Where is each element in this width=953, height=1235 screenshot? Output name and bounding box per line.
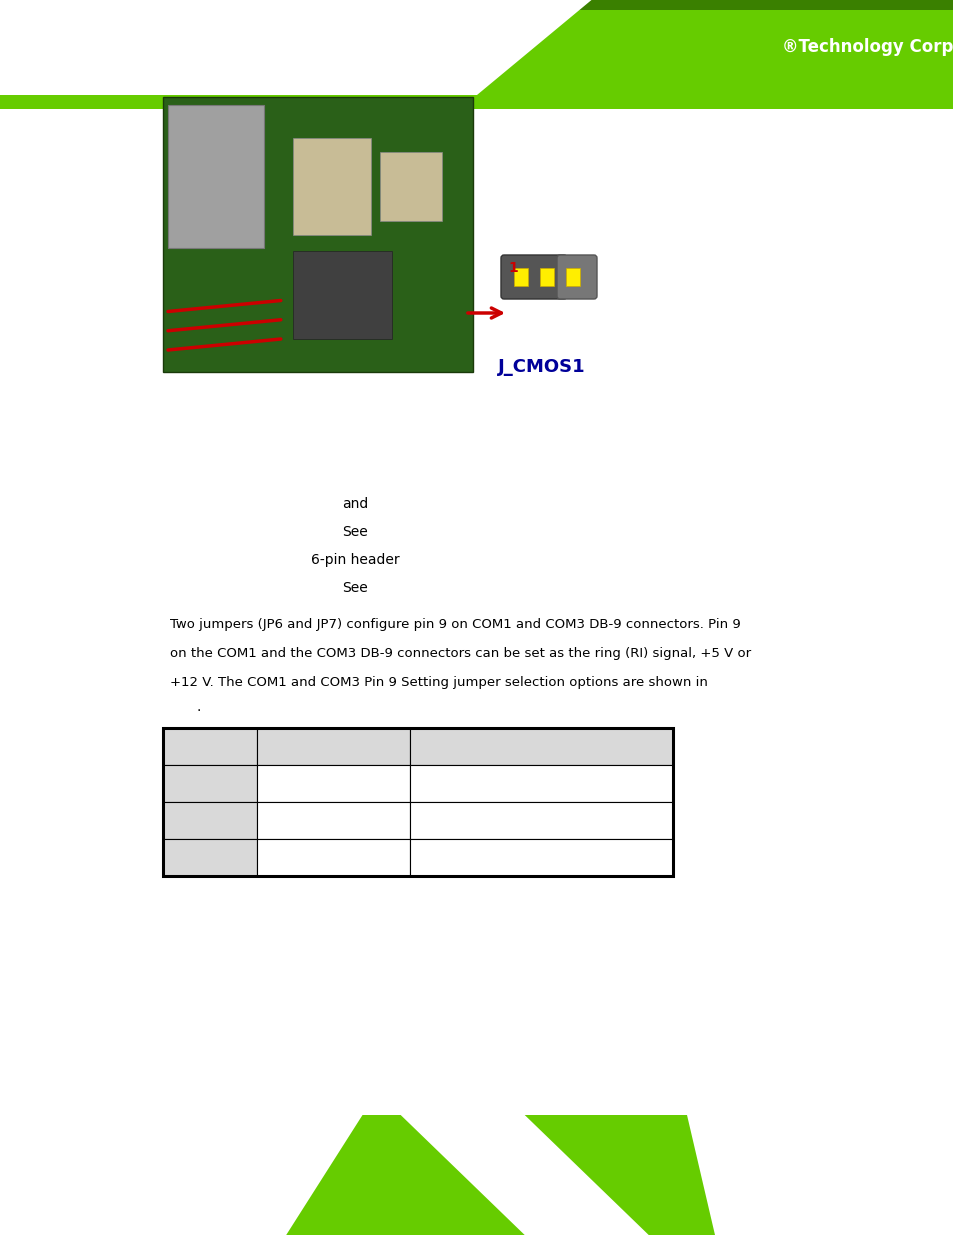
Bar (168, 105, 264, 248)
Bar (163, 98, 473, 372)
Bar (293, 138, 371, 235)
Polygon shape (686, 1115, 953, 1235)
Polygon shape (0, 1115, 362, 1235)
Text: See: See (342, 580, 368, 595)
Bar (0, 0, 953, 10)
Text: on the COM1 and the COM3 DB-9 connectors can be set as the ring (RI) signal, +5 : on the COM1 and the COM3 DB-9 connectors… (170, 647, 750, 659)
Bar (0, 95, 953, 103)
Text: 1: 1 (507, 261, 517, 275)
Bar (0, 0, 953, 95)
Bar (257, 839, 410, 876)
Bar (539, 268, 554, 287)
Text: .: . (196, 700, 201, 714)
Bar (163, 802, 257, 839)
Polygon shape (400, 1115, 648, 1235)
Bar (257, 764, 410, 802)
Bar (514, 268, 527, 287)
Bar (0, 103, 953, 109)
Bar (410, 839, 672, 876)
Polygon shape (0, 0, 591, 95)
Bar (379, 152, 441, 221)
Text: J_CMOS1: J_CMOS1 (497, 358, 585, 375)
Text: +12 V. The COM1 and COM3 Pin 9 Setting jumper selection options are shown in: +12 V. The COM1 and COM3 Pin 9 Setting j… (170, 676, 707, 689)
Bar (163, 764, 257, 802)
Bar (0, 1115, 953, 1235)
Bar (410, 727, 672, 764)
Bar (565, 268, 579, 287)
FancyBboxPatch shape (557, 254, 597, 299)
FancyBboxPatch shape (500, 254, 566, 299)
Bar (163, 839, 257, 876)
Text: and: and (341, 496, 368, 511)
Text: Two jumpers (JP6 and JP7) configure pin 9 on COM1 and COM3 DB-9 connectors. Pin : Two jumpers (JP6 and JP7) configure pin … (170, 618, 740, 631)
Text: See: See (342, 525, 368, 538)
Bar (257, 802, 410, 839)
Text: ®Technology Corp.: ®Technology Corp. (781, 38, 953, 57)
Bar (163, 727, 672, 876)
Text: 6-pin header: 6-pin header (311, 553, 399, 567)
Bar (293, 251, 392, 338)
Bar (257, 727, 410, 764)
Bar (410, 764, 672, 802)
Bar (163, 727, 257, 764)
Bar (410, 802, 672, 839)
